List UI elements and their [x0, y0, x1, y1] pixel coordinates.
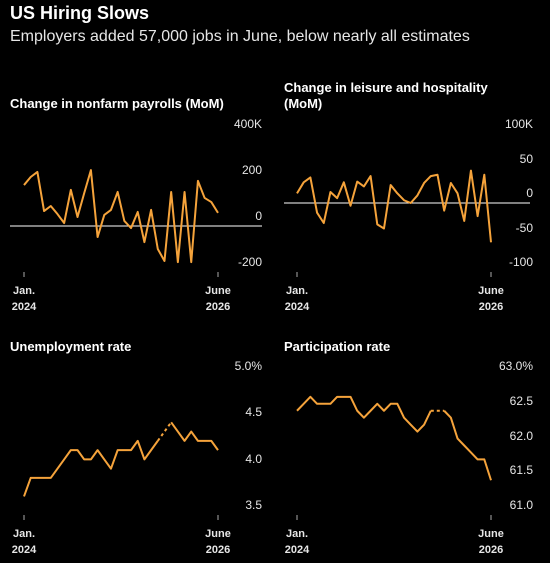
y-tick-label: 62.0 [509, 428, 533, 443]
y-tick-label: 5.0% [234, 359, 262, 373]
y-tick-label: 61.0 [509, 498, 533, 512]
x-tick-label: June 2026 [478, 285, 504, 313]
x-tick-label: Jan. 2024 [11, 285, 37, 313]
data-line [23, 421, 219, 497]
y-tick-label: 400K [233, 117, 262, 131]
y-tick-label: 0 [255, 209, 262, 223]
gap-bridge [156, 421, 172, 442]
data-line [296, 169, 492, 243]
y-tick-label: 62.5 [509, 393, 533, 408]
y-tick-label: 4.0 [245, 451, 262, 466]
x-tick-label: June 2026 [205, 285, 231, 313]
y-tick-label: 3.5 [245, 498, 262, 512]
panel-title: Participation rate [284, 339, 391, 354]
y-tick-label: 100K [504, 117, 533, 131]
page-title: US Hiring Slows [10, 3, 150, 23]
page-subtitle: Employers added 57,000 jobs in June, bel… [10, 28, 470, 45]
x-tick-label: Jan. 2024 [284, 285, 310, 313]
data-line [296, 395, 492, 481]
y-tick-label: 0 [526, 186, 533, 200]
x-tick-label: June 2026 [205, 528, 231, 556]
y-tick-label: 63.0% [498, 359, 533, 373]
y-tick-label: -100 [508, 255, 533, 269]
y-tick-label: 61.5 [509, 463, 533, 478]
y-tick-label: 200 [241, 163, 262, 177]
x-tick-label: June 2026 [478, 528, 504, 556]
panel-title: Change in nonfarm payrolls (MoM) [10, 96, 224, 111]
data-line [23, 169, 219, 264]
panel-title: Change in leisure and hospitality (MoM) [284, 80, 488, 111]
y-tick-label: 50 [519, 151, 533, 166]
x-tick-label: Jan. 2024 [11, 528, 37, 556]
y-tick-label: -200 [237, 255, 262, 269]
y-tick-label: 4.5 [245, 405, 262, 420]
panel-title: Unemployment rate [10, 339, 132, 354]
y-tick-label: -50 [515, 220, 533, 235]
x-tick-label: Jan. 2024 [284, 528, 310, 556]
